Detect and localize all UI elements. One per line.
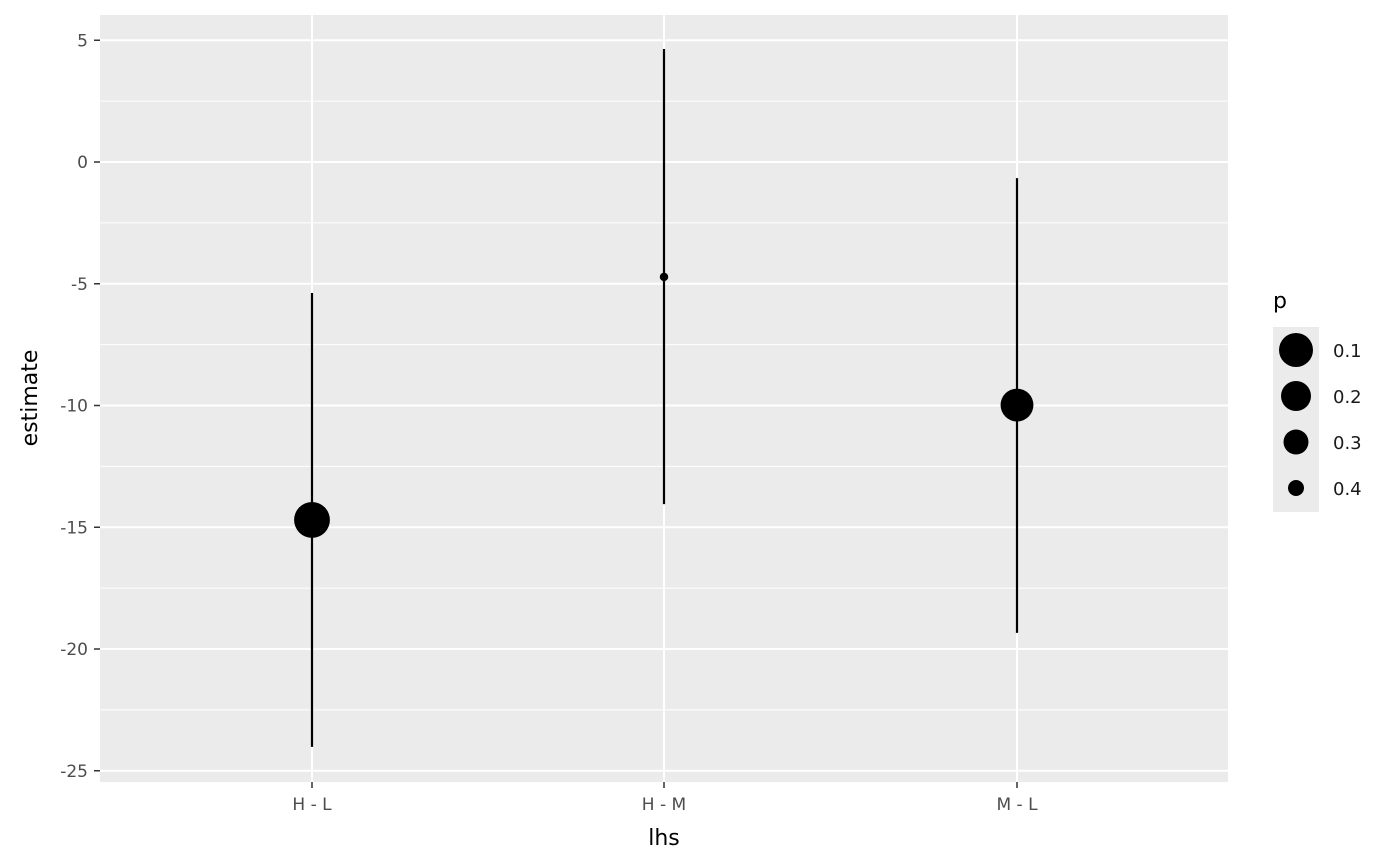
x-tick-label: M - L [996,795,1038,815]
y-tick-label: -10 [60,397,88,417]
legend-key-point [1281,381,1311,411]
y-tick-label: -25 [60,762,88,782]
legend-key-point [1288,480,1304,496]
x-tick-label: H - L [292,795,332,815]
estimate-point [294,502,330,538]
x-axis-title: lhs [648,826,680,851]
y-tick-label: -5 [71,275,88,295]
estimate-point [659,272,669,282]
y-axis-title: estimate [18,350,43,447]
y-tick-label: 5 [77,31,88,51]
y-tick-label: -20 [60,640,88,660]
estimate-point [1000,388,1034,422]
legend-label: 0.4 [1333,479,1362,500]
legend-label: 0.1 [1333,341,1362,362]
legend-title: p [1273,289,1287,314]
y-tick-label: -15 [60,518,88,538]
x-tick-label: H - M [642,795,686,815]
legend-label: 0.2 [1333,387,1362,408]
legend-key-point [1279,333,1313,367]
legend-label: 0.3 [1333,433,1362,454]
legend-key-point [1283,429,1309,455]
y-tick-label: 0 [77,153,88,173]
